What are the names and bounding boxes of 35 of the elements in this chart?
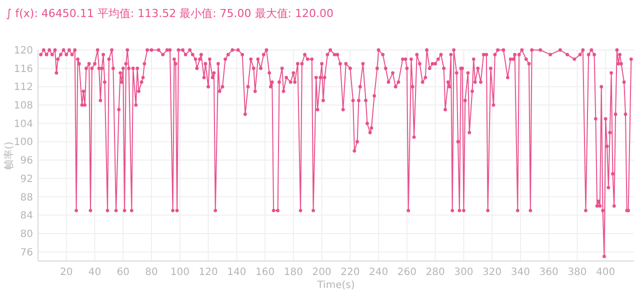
ytick: 84 xyxy=(20,210,33,222)
xtick: 40 xyxy=(88,267,102,278)
xtick: 160 xyxy=(256,267,275,278)
title: ∫ f(x): 46450.11 平均值: 113.52 最小值: 75.00 最大值: 120.00 xyxy=(6,7,334,20)
ytick: 100 xyxy=(14,137,33,148)
xtick: 80 xyxy=(145,267,158,278)
xtick: 260 xyxy=(397,267,416,278)
ytick: 104 xyxy=(14,118,33,130)
xtick: 340 xyxy=(510,267,530,278)
xtick: 60 xyxy=(116,267,130,278)
xtick: 180 xyxy=(284,267,303,278)
xtick: 220 xyxy=(340,267,360,278)
ytick: 80 xyxy=(20,228,33,240)
ytick: 88 xyxy=(20,192,33,204)
xlabel: Time(s) xyxy=(317,280,355,291)
xtick: 320 xyxy=(482,267,502,278)
ytick: 120 xyxy=(14,46,33,56)
ytick: 116 xyxy=(14,64,33,75)
xtick: 300 xyxy=(454,267,474,278)
xtick: 20 xyxy=(60,267,73,278)
ytick: 112 xyxy=(14,82,33,94)
ytick: 92 xyxy=(20,174,33,185)
ylabel: 帧率() xyxy=(4,142,15,170)
xtick: 400 xyxy=(596,267,616,278)
xtick: 280 xyxy=(426,267,445,278)
xtick: 100 xyxy=(170,267,190,278)
xtick: 120 xyxy=(198,267,218,278)
xtick: 240 xyxy=(369,267,388,278)
xtick: 140 xyxy=(227,267,246,278)
xtick: 380 xyxy=(568,267,587,278)
ytick: 76 xyxy=(20,247,33,258)
xtick: 200 xyxy=(312,267,332,278)
ytick: 108 xyxy=(14,100,33,112)
xtick: 360 xyxy=(539,267,558,278)
ytick: 96 xyxy=(20,156,33,167)
